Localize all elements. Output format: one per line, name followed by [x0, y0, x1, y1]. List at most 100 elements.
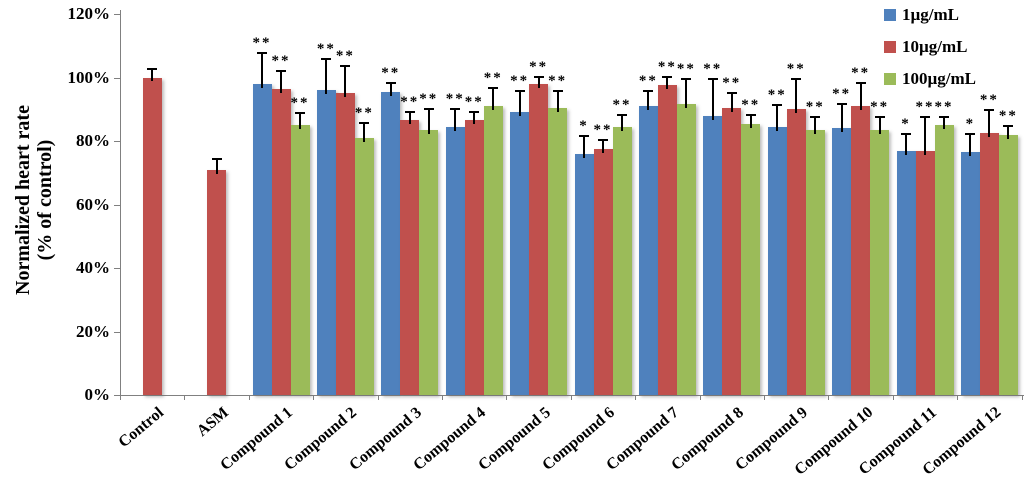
error-bar-cap [662, 75, 673, 78]
significance-marker: ** [510, 73, 530, 90]
error-bar-cap [791, 77, 802, 80]
bar-compound-2-100µg/mL [354, 137, 374, 395]
significance-marker: ** [612, 97, 632, 113]
bar-compound-1-10µg/mL [271, 88, 291, 395]
significance-marker: ** [870, 98, 890, 115]
y-tick-label: 100% [67, 67, 111, 87]
x-tick-mark [442, 395, 443, 400]
error-bar-cap [855, 82, 866, 85]
y-axis-title: Normalized heart rate (% of control) [12, 105, 56, 295]
error-bar-line [988, 109, 991, 138]
legend-item-10µg/mL: 10µg/mL [884, 36, 976, 58]
error-bar-line [666, 75, 669, 90]
bar-compound-2-1µg/mL [316, 90, 336, 395]
error-bar-line [776, 104, 779, 131]
legend-item-1µg/mL: 1µg/mL [884, 4, 976, 26]
y-tick-label: 120% [67, 4, 111, 23]
x-tick-mark [313, 395, 315, 400]
legend-item-100µg/mL: 100µg/mL [884, 68, 976, 90]
bar-compound-11-100µg/mL [934, 125, 954, 395]
error-bar-cap [423, 107, 434, 110]
bar-compound-8-10µg/mL [722, 107, 742, 395]
legend-swatch-icon [884, 73, 896, 85]
bar-compound-4-1µg/mL [445, 126, 465, 395]
error-bar-line [943, 115, 945, 130]
error-bar-cap [920, 115, 930, 118]
x-tick-mark [120, 395, 121, 400]
error-bar-line [261, 52, 263, 88]
error-bar-cap [321, 58, 332, 61]
bar-compound-12-100µg/mL [998, 134, 1018, 395]
error-bar-line [363, 121, 366, 142]
error-bar-cap [552, 90, 563, 93]
significance-marker: ** [400, 93, 420, 110]
error-bar-line [151, 67, 154, 82]
significance-marker: ** [483, 70, 503, 87]
error-bar-line [492, 87, 495, 111]
error-bar-cap [276, 69, 286, 72]
error-bar-cap [450, 107, 461, 110]
y-tick-mark [114, 395, 120, 396]
bar-compound-7-10µg/mL [657, 85, 677, 395]
y-tick-mark [114, 77, 120, 79]
error-bar-cap [295, 112, 305, 115]
significance-marker: ** [464, 93, 484, 110]
error-bar-cap [939, 115, 949, 118]
bar-compound-2-10µg/mL [335, 93, 355, 395]
significance-marker: ** [271, 52, 291, 69]
bar-compound-3-10µg/mL [400, 120, 420, 395]
error-bar-cap [404, 110, 415, 113]
error-bar-line [749, 114, 752, 128]
y-axis-title-line2: (% of control) [34, 139, 56, 261]
error-bar-line [905, 133, 907, 155]
error-bar-cap [257, 52, 267, 55]
x-tick-mark [1021, 395, 1023, 400]
bar-compound-5-100µg/mL [548, 107, 568, 395]
error-bar-line [647, 90, 650, 111]
error-bar-cap [726, 91, 737, 94]
x-tick-mark [635, 395, 637, 400]
y-tick-mark [114, 204, 120, 206]
x-tick-mark [570, 395, 572, 400]
bar-compound-8-100µg/mL [741, 123, 761, 395]
error-bar-line [795, 77, 798, 114]
error-bar-line [215, 158, 218, 174]
error-bar-line [924, 115, 926, 155]
bar-compound-11-10µg/mL [915, 150, 935, 395]
significance-marker: ** [290, 95, 310, 112]
bar-compound-10-100µg/mL [870, 129, 890, 395]
error-bar-line [878, 115, 881, 134]
error-bar-line [389, 82, 392, 96]
significance-marker: ** [529, 58, 549, 75]
y-tick-mark [114, 141, 120, 142]
significance-marker: ** [703, 60, 723, 77]
bar-asm-10µg/mL [207, 169, 227, 395]
x-tick-mark [699, 395, 701, 400]
bar-compound-3-100µg/mL [419, 129, 439, 395]
x-tick-mark [892, 395, 894, 400]
bar-control-10µg/mL [142, 77, 162, 395]
y-axis-line [120, 10, 121, 396]
legend-label: 10µg/mL [902, 37, 968, 56]
error-bar-line [325, 58, 328, 95]
x-tick-mark [764, 395, 765, 400]
error-bar-cap [598, 139, 608, 142]
significance-marker: * [901, 116, 911, 133]
legend-swatch-icon [884, 41, 896, 53]
legend: 1µg/mL 10µg/mL 100µg/mL [884, 4, 976, 100]
significance-marker: ** [419, 90, 439, 107]
error-bar-line [685, 77, 688, 109]
error-bar-line [518, 90, 521, 117]
bar-compound-4-10µg/mL [464, 120, 484, 395]
bar-compound-3-1µg/mL [381, 91, 401, 395]
bar-compound-5-10µg/mL [529, 83, 549, 395]
error-bar-line [730, 91, 733, 112]
bar-compound-7-1µg/mL [638, 106, 658, 395]
error-bar-line [299, 112, 301, 130]
error-bar-cap [772, 104, 783, 107]
error-bar-line [454, 107, 457, 131]
bar-compound-11-1µg/mL [896, 150, 916, 395]
bar-compound-10-10µg/mL [851, 106, 871, 395]
bar-compound-6-100µg/mL [612, 126, 632, 395]
